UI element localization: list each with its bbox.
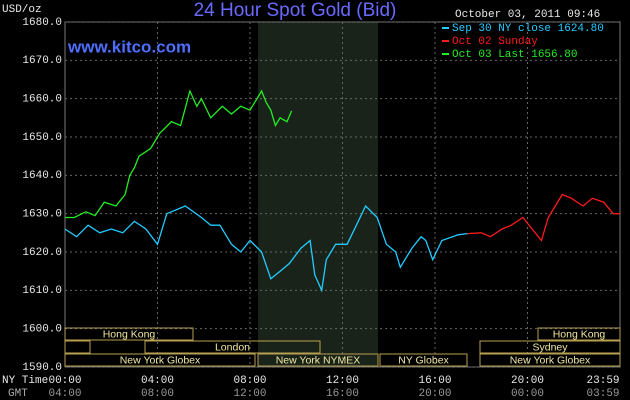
x2-tick-label: 08:00 xyxy=(141,388,174,400)
session-label: New York Globex xyxy=(120,354,201,366)
x2-axis-label: GMT xyxy=(8,388,28,400)
x-axis-label: NY Time xyxy=(2,375,48,387)
x-tick-label: 08:00 xyxy=(233,375,266,387)
y-tick-label: 1630.0 xyxy=(22,209,62,221)
session-box xyxy=(64,327,194,341)
session-box xyxy=(64,353,256,367)
session-label: Hong Kong xyxy=(553,328,606,340)
y-tick-label: 1590.0 xyxy=(22,362,62,374)
session-label: NY Globex xyxy=(398,354,449,366)
series-line xyxy=(467,193,620,242)
legend-label: Sep 30 NY close 1624.80 xyxy=(452,23,604,35)
session-box xyxy=(257,353,379,367)
session-box xyxy=(479,353,621,367)
x-tick-label: 04:00 xyxy=(141,375,174,387)
x-tick-label: 23:59 xyxy=(587,375,620,387)
date: October 03, 2011 09:46 xyxy=(455,9,600,21)
x2-tick-label: 03:59 xyxy=(587,388,620,400)
session-box xyxy=(64,340,91,354)
series-line xyxy=(64,204,468,293)
x-tick-label: 16:00 xyxy=(418,375,451,387)
chart-title: 24 Hour Spot Gold (Bid) xyxy=(194,0,397,21)
y-tick-label: 1640.0 xyxy=(22,170,62,182)
y-tick-label: 1600.0 xyxy=(22,324,62,336)
market-hours-band xyxy=(258,22,378,367)
session-box xyxy=(537,327,621,341)
y-tick-label: 1680.0 xyxy=(22,17,62,29)
session-box xyxy=(479,340,621,354)
session-label: Hong Kong xyxy=(103,328,156,340)
y-tick-label: 1620.0 xyxy=(22,247,62,259)
y-tick-label: 1660.0 xyxy=(22,94,62,106)
x2-tick-label: 20:00 xyxy=(418,388,451,400)
session-label: Sydney xyxy=(532,341,568,353)
x2-tick-label: 16:00 xyxy=(326,388,359,400)
y-axis-label: USD/oz xyxy=(2,4,42,16)
watermark: www.kitco.com xyxy=(67,37,191,56)
x2-tick-label: 12:00 xyxy=(233,388,266,400)
x-tick-label: 20:00 xyxy=(511,375,544,387)
session-box xyxy=(144,340,321,354)
x2-tick-label: 04:00 xyxy=(48,388,81,400)
session-box xyxy=(379,353,468,367)
series-line xyxy=(65,89,293,219)
session-label: New York Globex xyxy=(510,354,591,366)
y-tick-label: 1670.0 xyxy=(22,55,62,67)
y-tick-label: 1650.0 xyxy=(22,132,62,144)
y-tick-label: 1610.0 xyxy=(22,285,62,297)
session-label: London xyxy=(215,341,250,353)
session-label: New York NYMEX xyxy=(276,354,361,366)
legend-label: Oct 03 Last 1656.80 xyxy=(452,49,577,61)
legend-label: Oct 02 Sunday xyxy=(452,36,538,48)
x-tick-label: 00:00 xyxy=(48,375,81,387)
x2-tick-label: 00:00 xyxy=(511,388,544,400)
x-tick-label: 12:00 xyxy=(326,375,359,387)
